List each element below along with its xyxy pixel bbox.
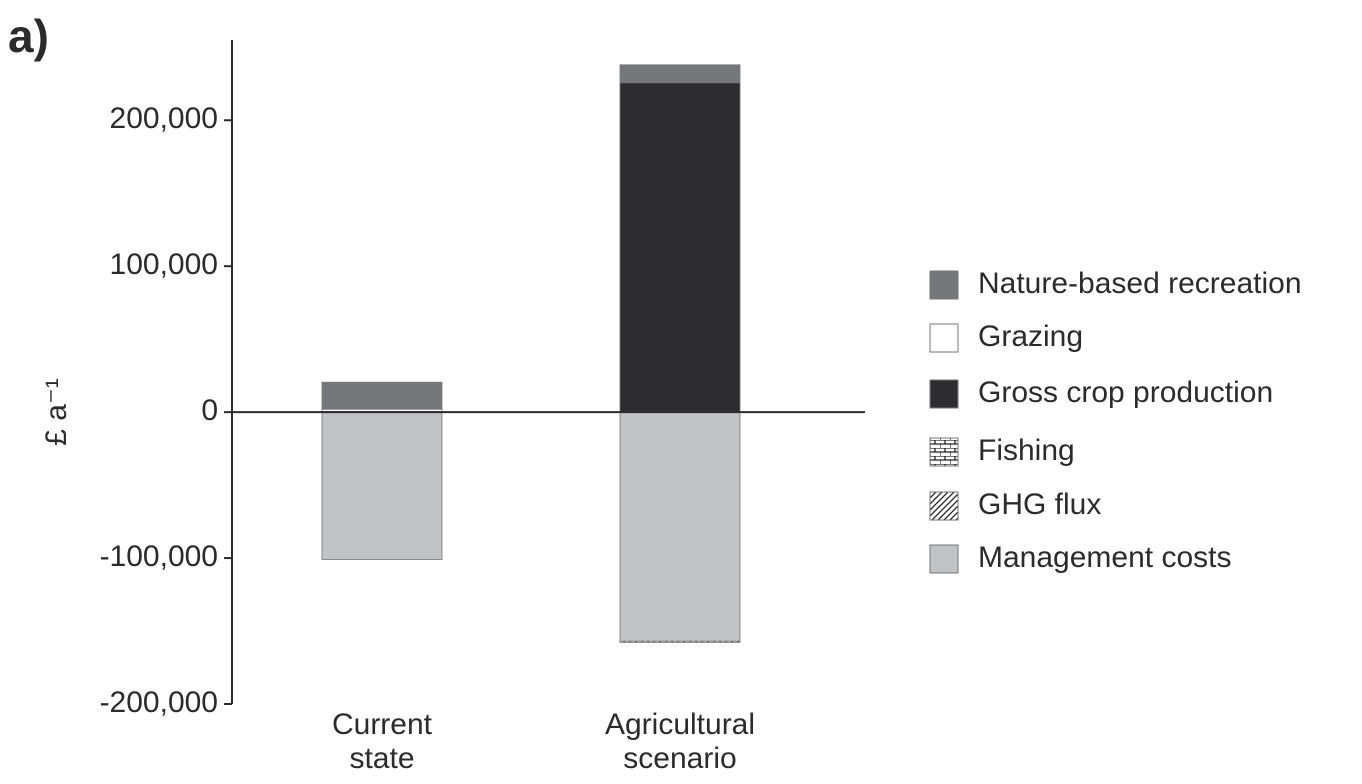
legend-swatch (929, 437, 959, 467)
bar-segment (619, 411, 741, 642)
legend-swatch (929, 379, 959, 409)
legend-label: GHG flux (978, 488, 1101, 521)
x-tick-label: Agricultural scenario (604, 708, 756, 775)
y-axis-label: £ a⁻¹ (40, 378, 73, 446)
bar-segment (619, 64, 741, 84)
y-tick-label: 100,000 (110, 248, 218, 281)
legend-swatch (929, 544, 959, 574)
bar-segment (321, 411, 443, 560)
bar-segment (619, 640, 741, 643)
legend-label: Management costs (978, 541, 1231, 574)
x-tick-label: Current state (331, 708, 433, 775)
y-tick-label: 0 (201, 394, 218, 427)
y-tick-label: -200,000 (100, 686, 218, 719)
bar-segment (619, 82, 741, 413)
bar-segment (321, 381, 443, 410)
y-tick-label: 200,000 (110, 102, 218, 135)
legend-swatch (929, 270, 959, 300)
legend-swatch (929, 323, 959, 353)
legend-label: Gross crop production (978, 376, 1273, 409)
y-tick-label: -100,000 (100, 540, 218, 573)
legend-label: Nature-based recreation (978, 267, 1302, 300)
legend-label: Grazing (978, 320, 1083, 353)
legend-swatch (929, 491, 959, 521)
panel-label: a) (8, 10, 49, 62)
legend-label: Fishing (978, 434, 1075, 467)
